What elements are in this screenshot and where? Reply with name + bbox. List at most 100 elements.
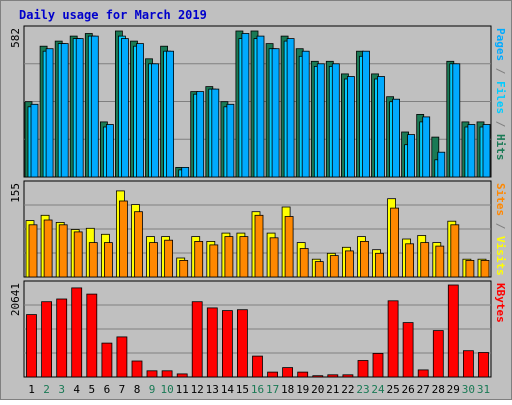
bar-sites-day-7 [119, 200, 128, 278]
day-label-25: 25 [386, 383, 399, 396]
bar-sites-day-16 [254, 214, 264, 278]
day-label-14: 14 [221, 383, 235, 396]
day-label-20: 20 [311, 383, 324, 396]
bar-kbytes-day-26 [402, 322, 414, 378]
bar-kbytes-day-18 [282, 367, 294, 378]
bar-kbytes-day-14 [221, 310, 233, 378]
bar-kbytes-day-20 [312, 375, 324, 378]
bar-sites-day-11 [179, 259, 189, 278]
bar-kbytes-day-3 [56, 298, 68, 378]
bar-pages-day-1 [30, 103, 39, 178]
bar-kbytes-day-13 [206, 307, 218, 378]
day-label-22: 22 [341, 383, 354, 396]
bar-sites-day-18 [284, 216, 294, 278]
bar-kbytes-day-2 [41, 301, 52, 378]
bar-pages-day-9 [151, 63, 159, 178]
bar-sites-day-23 [360, 240, 369, 278]
chart-title: Daily usage for March 2019 [19, 8, 207, 22]
bar-pages-day-14 [226, 103, 235, 178]
bar-sites-day-15 [239, 236, 249, 278]
day-label-11: 11 [176, 383, 189, 396]
day-label-12: 12 [191, 383, 204, 396]
bar-sites-day-24 [375, 252, 384, 278]
bar-kbytes-day-17 [267, 371, 279, 378]
day-label-19: 19 [296, 383, 309, 396]
bar-sites-day-31 [480, 259, 490, 278]
bar-kbytes-day-31 [478, 352, 489, 378]
bar-kbytes-day-7 [116, 336, 128, 378]
bar-pages-day-8 [136, 43, 144, 178]
day-label-6: 6 [104, 383, 111, 396]
axis-max-label-kbytes: 20641 [9, 283, 22, 316]
side-label-part: Files [494, 81, 507, 114]
day-label-30: 30 [462, 383, 475, 396]
bar-pages-day-4 [75, 38, 84, 178]
chart-panels: 582 Pages / Files / Hits 155 Sites / Visits… [9, 25, 507, 378]
day-label-5: 5 [88, 383, 95, 396]
bar-kbytes-day-30 [462, 350, 474, 378]
day-label-10: 10 [160, 383, 173, 396]
panel-hits: 582 Pages / Files / Hits [9, 25, 507, 178]
day-label-21: 21 [326, 383, 339, 396]
bar-pages-day-2 [45, 48, 54, 178]
side-label-part: Hits [494, 134, 507, 161]
axis-max-label-hits: 582 [9, 28, 22, 48]
day-labels: 1 2 3 4 5 6 7 8 9 10 11 12 13 14 15 16 17 18 19 20 21 22 23 24 2… [28, 383, 490, 396]
bar-sites-day-4 [73, 231, 83, 278]
bar-sites-day-22 [344, 250, 354, 278]
day-label-31: 31 [477, 383, 490, 396]
bar-sites-day-2 [43, 219, 53, 278]
day-label-26: 26 [401, 383, 414, 396]
side-label-part: / [494, 61, 507, 81]
bar-pages-day-21 [331, 63, 340, 178]
day-label-2: 2 [43, 383, 50, 396]
bar-pages-day-19 [301, 50, 310, 178]
bar-kbytes-day-29 [447, 284, 459, 378]
day-label-9: 9 [149, 383, 156, 396]
bar-pages-day-29 [452, 63, 461, 178]
bar-pages-day-22 [346, 76, 355, 178]
bar-kbytes-day-12 [191, 301, 203, 378]
day-label-16: 16 [251, 383, 264, 396]
bar-sites-day-5 [88, 242, 98, 278]
bar-kbytes-day-25 [387, 300, 399, 378]
day-label-3: 3 [58, 383, 65, 396]
bar-kbytes-day-15 [236, 309, 248, 378]
bar-pages-day-28 [437, 151, 446, 178]
panel-kbytes: 20641 KBytes [9, 280, 507, 378]
day-label-27: 27 [417, 383, 430, 396]
bar-pages-day-26 [407, 134, 416, 178]
bar-sites-day-19 [299, 248, 309, 278]
bar-pages-day-18 [286, 38, 295, 178]
bar-kbytes-day-19 [297, 371, 309, 378]
bar-kbytes-day-4 [71, 287, 83, 378]
bar-pages-day-16 [256, 35, 265, 178]
bar-kbytes-day-22 [342, 374, 354, 378]
bar-kbytes-day-1 [26, 314, 37, 378]
bar-kbytes-day-16 [252, 355, 263, 378]
side-label-part: / [494, 216, 507, 236]
bar-kbytes-day-5 [86, 293, 98, 378]
bar-sites-day-8 [134, 211, 143, 278]
bar-pages-day-31 [482, 124, 491, 178]
bar-kbytes-day-23 [357, 360, 369, 378]
side-label-part: Sites [494, 183, 507, 216]
day-label-15: 15 [236, 383, 249, 396]
bar-sites-day-10 [164, 239, 174, 278]
bar-sites-day-9 [149, 242, 158, 278]
day-label-18: 18 [281, 383, 294, 396]
bar-pages-day-23 [362, 50, 370, 178]
day-label-17: 17 [266, 383, 279, 396]
bar-sites-day-28 [435, 245, 445, 278]
bar-sites-day-20 [314, 261, 324, 278]
bar-pages-day-30 [467, 124, 476, 178]
bar-pages-day-20 [316, 63, 325, 178]
day-label-13: 13 [206, 383, 219, 396]
bar-pages-day-10 [166, 50, 175, 178]
bar-pages-day-5 [90, 35, 99, 178]
day-label-24: 24 [371, 383, 385, 396]
bar-sites-day-12 [194, 240, 204, 278]
bar-sites-day-25 [390, 207, 400, 278]
bar-pages-day-11 [181, 166, 190, 178]
